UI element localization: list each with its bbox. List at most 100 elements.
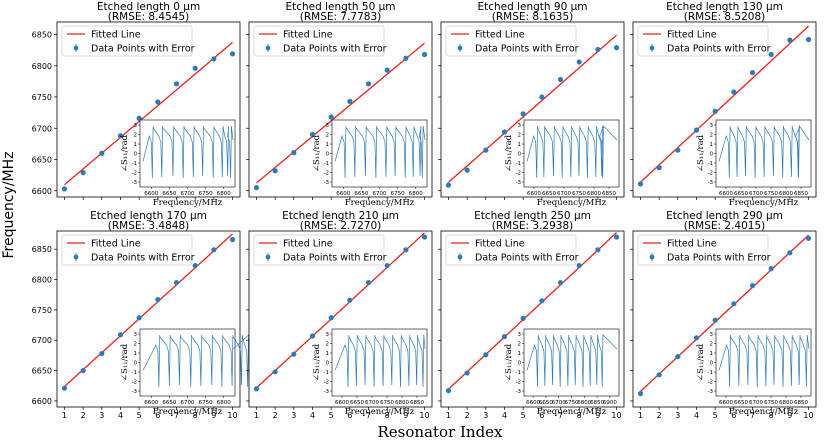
- data-point: [117, 332, 124, 338]
- legend-box: [253, 25, 385, 57]
- x-tick-label: 1: [638, 411, 643, 420]
- data-point: [403, 247, 409, 253]
- inset-y-tick-label: -3: [516, 389, 522, 395]
- data-point: [595, 46, 601, 53]
- data-point: [403, 55, 409, 61]
- data-point: [272, 168, 278, 174]
- fitted-line: [448, 34, 617, 183]
- y-tick-label: 6600: [32, 397, 52, 406]
- data-point: [483, 147, 489, 153]
- inset-x-tick-label: 6750: [565, 400, 579, 406]
- data-point: [557, 76, 564, 83]
- inset-ylabel: ∠S₁₁/rad: [120, 134, 130, 172]
- inset-ylabel: ∠S₁₁/rad: [312, 134, 322, 172]
- data-point: [173, 81, 180, 87]
- x-tick-label: 7: [558, 411, 563, 420]
- data-point: [192, 65, 198, 71]
- x-tick-label: 1: [62, 411, 67, 420]
- data-point: [787, 250, 793, 256]
- panel-subtitle: (RMSE: 8.5208): [684, 11, 765, 23]
- panels: Etched length 0 μm(RMSE: 8.4545)66006650…: [32, 1, 817, 420]
- inset-x-tick-label: 6850: [410, 400, 424, 406]
- inset-y-tick-label: -2: [516, 380, 521, 386]
- x-tick-label: 8: [577, 411, 582, 420]
- inset: 3210-1-2-36600665067006750680068506900Fr…: [504, 328, 620, 417]
- x-tick-label: 2: [465, 411, 470, 420]
- inset-y-tick-label: 1: [134, 142, 138, 148]
- inset-frame: [139, 328, 236, 397]
- inset-y-tick-label: -2: [132, 380, 137, 386]
- inset-y-tick-label: 2: [518, 342, 522, 348]
- y-tick-label: 6850: [32, 245, 52, 254]
- data-point: [155, 296, 161, 303]
- x-tick-label: 8: [193, 411, 198, 420]
- legend-point-swatch: [457, 45, 463, 51]
- inset-y-tick-label: 2: [326, 342, 330, 348]
- inset-x-tick-label: 6600: [526, 400, 540, 406]
- inset-x-tick-label: 6800: [217, 400, 231, 406]
- legend-point-swatch: [265, 254, 271, 260]
- inset-y-tick-label: -1: [516, 370, 521, 376]
- legend-points-label: Data Points with Error: [283, 44, 387, 55]
- legend-fit-label: Fitted Line: [475, 239, 525, 250]
- legend-box: [253, 234, 385, 266]
- y-tick-label: 6700: [32, 336, 52, 345]
- x-tick-label: 8: [385, 411, 390, 420]
- data-point: [731, 89, 737, 95]
- fitted-line: [640, 234, 809, 392]
- inset-x-tick-label: 6650: [734, 191, 748, 197]
- panel-title: Etched length 130 μm: [666, 1, 783, 13]
- inset-y-tick-label: 3: [710, 123, 714, 129]
- inset-x-tick-label: 6750: [199, 400, 213, 406]
- data-point: [136, 115, 142, 121]
- x-tick-label: 5: [713, 411, 718, 420]
- data-point: [675, 354, 681, 360]
- data-point: [768, 266, 774, 272]
- inset-x-tick-label: 6750: [391, 191, 405, 197]
- data-point: [613, 45, 620, 51]
- legend-box: [445, 234, 577, 266]
- inset-xlabel: Frequency/MHz: [153, 407, 223, 417]
- inset-y-tick-label: 1: [326, 142, 330, 148]
- inset-ylabel: ∠S₁₁/rad: [312, 343, 322, 381]
- inset-x-tick-label: 6700: [365, 400, 379, 406]
- plot-frame: [632, 21, 817, 198]
- x-tick-label: 2: [273, 411, 278, 420]
- legend-points-label: Data Points with Error: [283, 253, 387, 264]
- inset-y-tick-label: -1: [708, 370, 713, 376]
- legend-point-swatch: [73, 45, 79, 51]
- panel-title: Etched length 170 μm: [90, 210, 207, 222]
- data-point: [768, 51, 774, 58]
- data-point: [576, 59, 582, 65]
- data-point: [309, 131, 316, 138]
- inset-x-tick-label: 6700: [181, 191, 195, 197]
- data-point: [805, 36, 812, 43]
- inset-y-tick-label: 3: [134, 332, 138, 338]
- inset-ylabel: ∠S₁₁/rad: [696, 343, 706, 381]
- x-tick-label: 4: [694, 411, 699, 420]
- data-point: [80, 367, 86, 374]
- x-tick-label: 4: [502, 411, 507, 420]
- inset-y-tick-label: 3: [326, 332, 330, 338]
- panel-subtitle: (RMSE: 8.4545): [108, 11, 189, 23]
- x-tick-label: 10: [227, 411, 237, 420]
- inset-x-tick-label: 6700: [749, 191, 763, 197]
- x-tick-label: 7: [750, 411, 755, 420]
- plot-frame: [56, 21, 241, 198]
- inset-ylabel: ∠S₁₁/rad: [120, 343, 130, 381]
- inset-y-tick-label: 0: [326, 361, 330, 367]
- legend-fit-label: Fitted Line: [91, 30, 141, 41]
- inset-x-tick-label: 6650: [162, 191, 176, 197]
- inset-y-tick-label: 3: [134, 123, 138, 129]
- fitted-line: [64, 41, 233, 186]
- x-tick-label: 3: [483, 411, 488, 420]
- inset-y-tick-label: 2: [326, 133, 330, 139]
- data-point: [539, 94, 545, 100]
- x-tick-label: 2: [657, 411, 662, 420]
- y-tick-label: 6850: [32, 31, 52, 40]
- x-tick-label: 10: [803, 411, 813, 420]
- panel-title: Etched length 210 μm: [282, 210, 399, 222]
